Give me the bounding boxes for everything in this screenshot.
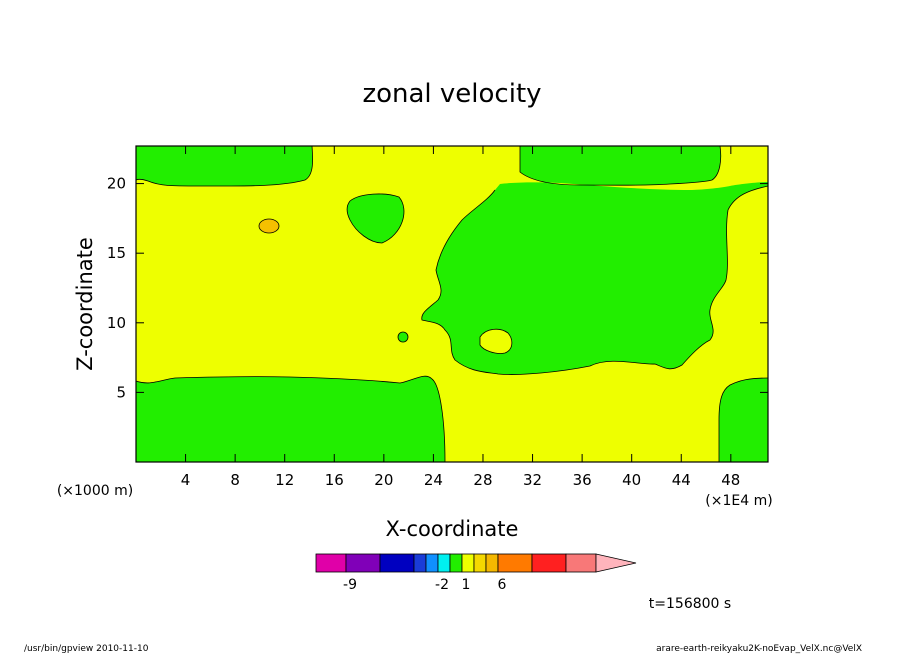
- colorbar-segment: [449, 553, 463, 573]
- region-negative-right-block: [421, 146, 768, 375]
- y-tick-label: 5: [116, 383, 126, 401]
- y-tick-label: 15: [107, 244, 126, 262]
- x-axis-label: X-coordinate: [386, 517, 519, 541]
- x-tick-label: 40: [622, 471, 641, 489]
- y-tick-label: 10: [107, 314, 126, 332]
- colorbar-segment: [531, 553, 567, 573]
- region-negative-small-dot: [397, 331, 409, 343]
- colorbar-segment: [425, 553, 439, 573]
- contour-lines: [135, 145, 769, 463]
- x-tick-label: 28: [473, 471, 492, 489]
- y-tick-label: 20: [107, 175, 126, 193]
- colorbar-segment: [437, 553, 451, 573]
- colorbar-label: -2: [435, 577, 449, 593]
- x-axis-ticks: 4 8 12 16 20 24 28 32 36 40 44 48: [181, 146, 740, 489]
- footer-left: /usr/bin/gpview 2010-11-10: [24, 644, 149, 654]
- x-tick-label: 16: [325, 471, 344, 489]
- x-tick-label: 44: [672, 471, 691, 489]
- colorbar-segment: [379, 553, 415, 573]
- x-unit-left: (×1000 m): [57, 483, 133, 499]
- colorbar: -9 -2 1 6: [315, 553, 637, 593]
- x-tick-label: 32: [523, 471, 542, 489]
- x-tick-label: 36: [573, 471, 592, 489]
- colorbar-label: -9: [343, 577, 357, 593]
- region-negative-top-left: [136, 146, 313, 187]
- x-tick-label: 12: [275, 471, 294, 489]
- x-tick-label: 20: [374, 471, 393, 489]
- x-tick-label: 4: [181, 471, 191, 489]
- colorbar-segment: [315, 553, 347, 573]
- colorbar-segment: [473, 553, 487, 573]
- chart-title: zonal velocity: [362, 79, 541, 109]
- y-axis-label: Z-coordinate: [73, 237, 97, 371]
- colorbar-segment: [485, 553, 499, 573]
- colorbar-arrow: [595, 553, 637, 573]
- colorbar-label: 6: [498, 577, 507, 593]
- colorbar-segment: [497, 553, 533, 573]
- x-tick-label: 48: [721, 471, 740, 489]
- region-positive-right-island: [480, 329, 512, 354]
- colorbar-label: 1: [462, 577, 471, 593]
- region-positive-mid-dot: [258, 218, 280, 234]
- region-negative-bottom-left: [136, 376, 445, 462]
- region-negative-bottom-right: [719, 378, 768, 462]
- plot-area: [135, 145, 769, 463]
- time-label: t=156800 s: [649, 596, 731, 612]
- plot-frame: [135, 145, 769, 463]
- x-unit-right: (×1E4 m): [705, 493, 772, 509]
- x-tick-label: 24: [424, 471, 443, 489]
- footer-right: arare-earth-reikyaku2K-noEvap_VelX.nc@Ve…: [656, 644, 862, 654]
- colorbar-segment: [345, 553, 381, 573]
- colorbar-segment: [413, 553, 427, 573]
- colorbar-segment: [461, 553, 475, 573]
- y-axis-ticks: 5 10 15 20: [107, 175, 768, 401]
- x-tick-label: 8: [230, 471, 240, 489]
- region-negative-top-center: [347, 193, 404, 243]
- colorbar-segment: [565, 553, 597, 573]
